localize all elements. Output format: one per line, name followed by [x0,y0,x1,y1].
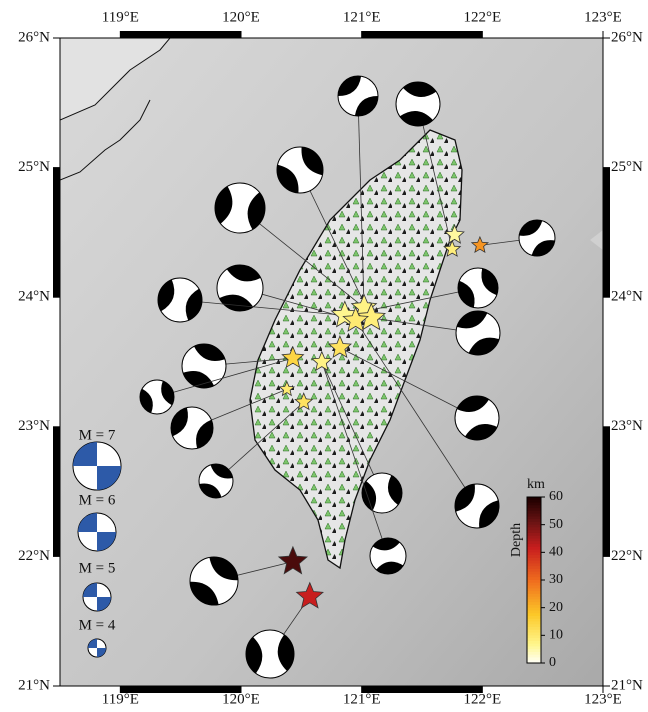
lat-tick-label: 21°N [611,677,643,693]
lon-tick-label: 120°E [222,691,260,707]
lat-tick-label: 24°N [611,289,643,305]
legend-label: M = 4 [79,617,116,633]
lat-tick-label: 21°N [18,677,50,693]
colorbar-tick-label: 10 [549,628,563,643]
legend-label: M = 6 [79,492,116,508]
lon-tick-label: 122°E [463,691,501,707]
lon-tick-label: 122°E [463,9,501,25]
colorbar-title: Depth [509,523,524,557]
legend-label: M = 7 [79,427,116,443]
colorbar-tick-label: 50 [549,517,563,532]
lat-tick-label: 25°N [18,159,50,175]
colorbar-tick-label: 40 [549,545,563,560]
lon-tick-label: 121°E [343,691,381,707]
lat-tick-label: 26°N [18,29,50,45]
frame-bar [53,168,60,298]
lat-tick-label: 22°N [18,548,50,564]
lon-tick-label: 121°E [343,9,381,25]
frame-bar [603,168,610,298]
frame-bar [53,427,60,557]
lat-tick-label: 26°N [611,29,643,45]
lat-tick-label: 22°N [611,548,643,564]
colorbar-unit: km [527,477,545,492]
legend-label: M = 5 [79,560,116,576]
lon-tick-label: 119°E [102,691,139,707]
lat-tick-label: 24°N [18,289,50,305]
legend-ball [73,442,121,490]
frame-bar [362,31,483,38]
lon-tick-label: 123°E [584,9,622,25]
colorbar-tick-label: 30 [549,572,563,587]
map-figure: M = 7 M = 6 M = 5 M = 4 0 10 20 30 40 50 60 km Dept… [0,0,648,712]
lat-tick-label: 23°N [18,418,50,434]
legend-ball [78,513,116,551]
lon-tick-label: 123°E [584,691,622,707]
colorbar-tick-label: 60 [549,489,563,504]
lon-tick-label: 120°E [222,9,260,25]
legend-ball [88,639,106,657]
frame-bar [603,427,610,557]
lat-tick-label: 23°N [611,418,643,434]
legend-ball [83,583,111,611]
frame-bar [120,31,241,38]
lat-tick-label: 25°N [611,159,643,175]
colorbar-tick-label: 20 [549,600,563,615]
colorbar-tick-label: 0 [549,655,556,670]
lon-tick-label: 119°E [102,9,139,25]
